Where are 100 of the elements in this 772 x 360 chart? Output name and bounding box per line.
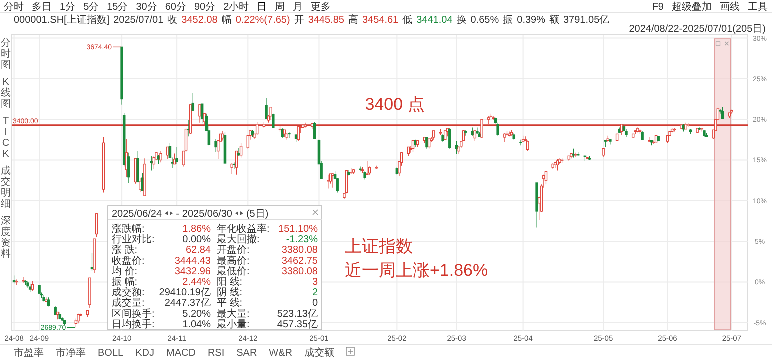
candlestick xyxy=(150,156,154,172)
annotation: 近一周上涨+1.86% xyxy=(345,261,488,280)
annotation: 开盘价: xyxy=(217,244,250,256)
text: 3441.04 xyxy=(416,15,454,26)
text: RSI xyxy=(208,348,225,359)
text: 画线 xyxy=(720,1,740,13)
annotation: 3400 点 xyxy=(365,95,425,114)
text: 分时图 xyxy=(1,37,11,71)
annotation: 成交额: xyxy=(112,286,145,299)
candlestick xyxy=(721,107,724,120)
candlestick xyxy=(176,146,178,165)
candlestick xyxy=(128,152,130,184)
annotation: 最小量: xyxy=(217,318,250,330)
candlestick xyxy=(496,122,500,136)
text: 换 xyxy=(456,14,467,26)
annotation: 成交量: xyxy=(112,297,145,310)
text: 3452.08 xyxy=(182,15,218,26)
annotation: - xyxy=(176,209,180,220)
text: 0.65% xyxy=(470,15,500,26)
candlestick xyxy=(222,130,224,142)
candlestick xyxy=(139,178,142,192)
annotation: (5日) xyxy=(246,209,269,220)
text: F9 xyxy=(652,2,664,13)
text: 月 xyxy=(293,2,304,13)
annotation: 年化收益率: xyxy=(217,223,270,235)
text: 市净率 xyxy=(56,347,86,359)
text: 90分 xyxy=(194,1,216,13)
candlestick xyxy=(336,178,339,194)
text: 15分 xyxy=(107,1,128,13)
annotation: 3462.75 xyxy=(282,256,318,267)
annotation: 最大量: xyxy=(217,308,250,320)
candlestick xyxy=(270,107,272,121)
candlestick xyxy=(288,132,291,139)
annotation: 3 xyxy=(312,277,318,288)
candlestick xyxy=(95,214,98,238)
candlestick xyxy=(171,157,174,169)
text: 3791.05亿 xyxy=(564,15,610,26)
candlestick xyxy=(332,172,334,188)
text: 超级叠加 xyxy=(672,1,712,13)
text: TICK xyxy=(2,116,10,160)
candlestick xyxy=(22,277,25,284)
annotation: 2.44% xyxy=(182,277,212,288)
candlestick xyxy=(192,93,195,111)
annotation: 3380.08 xyxy=(282,266,318,278)
annotation: 收盘价: xyxy=(112,254,145,267)
annotation: 2 xyxy=(312,288,318,299)
annotation: 阳 线: xyxy=(217,276,243,288)
annotation: 0 xyxy=(312,298,318,310)
annotation: 3444.43 xyxy=(174,256,212,267)
candlestick xyxy=(265,98,268,120)
annotation: 涨 跌: xyxy=(112,244,138,256)
annotation: 457.35亿 xyxy=(277,319,318,330)
candlestick xyxy=(544,171,548,185)
text: 深度资料 xyxy=(1,215,11,260)
annotation: 平 线: xyxy=(217,297,243,310)
text: K线图 xyxy=(1,77,11,110)
candlestick xyxy=(168,142,172,158)
text: 幅 xyxy=(222,14,232,26)
candlestick xyxy=(448,128,452,150)
candlestick xyxy=(359,166,362,172)
text: 分时 xyxy=(4,1,24,13)
annotation: 振 幅: xyxy=(112,276,138,288)
candlestick xyxy=(426,137,428,150)
annotation: 523.13亿 xyxy=(277,308,318,320)
annotation: 151.10% xyxy=(278,224,318,235)
annotation: -1.23% xyxy=(286,234,318,246)
text: 60分 xyxy=(165,1,186,13)
text: 000001.SH[上证指数] xyxy=(14,14,110,26)
annotation: 3432.96 xyxy=(174,266,212,278)
text: 2025/07/01 xyxy=(114,15,164,26)
annotation: 2447.37亿 xyxy=(164,298,211,310)
annotation: 上证指数 xyxy=(345,237,413,256)
text: 5分 xyxy=(84,1,100,13)
annotation: 最大回撤: xyxy=(217,234,260,246)
candlestick xyxy=(476,127,479,135)
candlestick xyxy=(230,163,234,174)
annotation: 2025/06/24 xyxy=(112,209,162,220)
text: 高 xyxy=(348,14,358,26)
annotation: 均 价: xyxy=(111,265,138,278)
text: 3445.85 xyxy=(308,15,345,26)
candlestick xyxy=(327,174,330,189)
candlestick xyxy=(526,140,530,152)
candlestick xyxy=(520,140,522,146)
text: BOLL xyxy=(98,348,124,359)
text: SAR xyxy=(236,348,258,359)
candlestick xyxy=(214,138,218,152)
candlestick xyxy=(609,138,612,146)
candlestick xyxy=(77,314,80,324)
annotation: 0.00% xyxy=(182,234,212,246)
annotation: 日均换手: xyxy=(112,318,155,330)
annotation: 3380.08 xyxy=(282,245,318,256)
candlestick xyxy=(240,142,243,158)
text: 开 xyxy=(294,15,304,26)
text: 振 xyxy=(503,14,514,26)
candlestick xyxy=(187,120,190,137)
candlestick xyxy=(198,104,202,124)
text: 多日 xyxy=(32,1,52,13)
text: KDJ xyxy=(136,348,154,359)
annotation: 行业对比: xyxy=(112,234,155,246)
candlestick xyxy=(464,130,468,136)
